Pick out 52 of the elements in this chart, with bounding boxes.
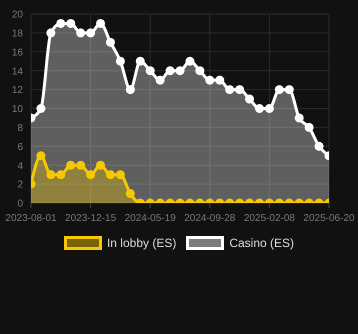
x-tick-label: 2025-06-20	[303, 213, 356, 224]
point	[195, 66, 204, 76]
x-tick-label: 2023-12-15	[65, 213, 117, 224]
point	[215, 76, 224, 85]
point	[235, 85, 244, 94]
point	[66, 160, 76, 170]
y-tick-label: 14	[12, 66, 24, 78]
point	[284, 85, 294, 94]
point	[116, 56, 125, 66]
point	[225, 85, 234, 94]
x-tick-label: 2023-08-01	[5, 213, 58, 224]
point	[156, 76, 165, 85]
point	[106, 38, 115, 47]
point	[76, 28, 86, 38]
point	[126, 85, 135, 94]
point	[36, 104, 46, 113]
point	[176, 66, 184, 76]
x-tick-label: 2024-05-19	[124, 213, 176, 224]
point	[185, 56, 194, 66]
y-tick-label: 10	[12, 104, 24, 116]
legend-label: Casino (ES)	[229, 236, 294, 250]
point	[304, 122, 314, 132]
point	[66, 18, 76, 28]
point	[56, 18, 66, 28]
point	[96, 160, 106, 170]
point	[136, 56, 145, 66]
y-tick-label: 2	[17, 180, 24, 191]
point	[314, 142, 324, 151]
y-tick-label: 6	[17, 142, 24, 153]
y-tick-label: 18	[12, 28, 24, 40]
y-tick-label: 20	[12, 10, 24, 21]
y-tick-label: 16	[12, 47, 24, 58]
point	[264, 104, 274, 113]
point	[146, 66, 155, 76]
point	[86, 28, 96, 38]
point	[245, 94, 254, 104]
point	[46, 28, 56, 38]
y-tick-label: 0	[17, 198, 24, 210]
y-tick-label: 8	[17, 122, 24, 134]
x-tick-label: 2025-02-08	[244, 213, 296, 224]
point	[36, 151, 46, 160]
point	[96, 18, 106, 28]
point	[274, 85, 284, 94]
point	[254, 104, 264, 113]
point	[76, 160, 86, 170]
x-tick-label: 2024-09-28	[184, 213, 236, 224]
y-tick-label: 12	[12, 85, 24, 96]
y-tick-label: 4	[17, 160, 24, 172]
legend-label: In lobby (ES)	[106, 236, 176, 250]
point	[294, 113, 304, 122]
point	[205, 76, 214, 85]
point	[166, 66, 175, 76]
